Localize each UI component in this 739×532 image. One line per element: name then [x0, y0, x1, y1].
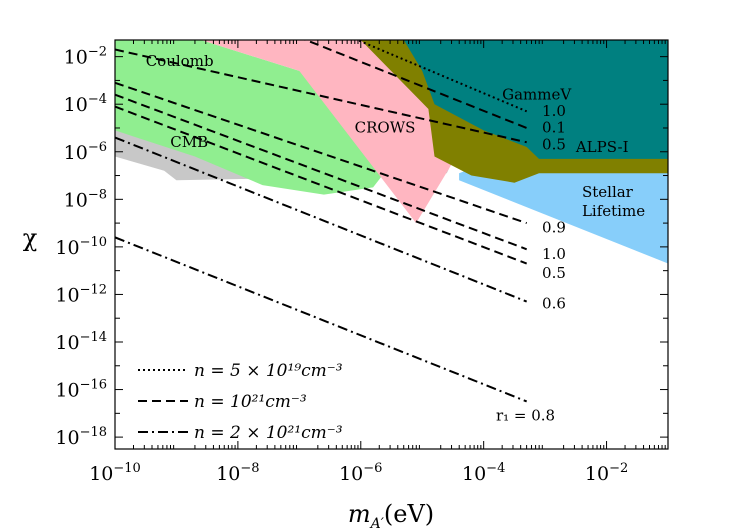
series-label-6: 0.5 [542, 264, 566, 282]
tick-label: 10−4 [462, 461, 505, 485]
legend: n = 5 × 10¹⁹cm⁻³ n = 10²¹cm⁻³ n = 2 × 10²¹… [138, 361, 343, 443]
plot-frame [114, 39, 669, 450]
curve-labels: 1.00.10.50.91.00.50.6r₁ = 0.8 [496, 102, 566, 424]
region-label-coulomb: Coulomb [146, 52, 214, 70]
series-label-8: r₁ = 0.8 [496, 406, 555, 424]
y-axis-label: χ [23, 224, 38, 252]
region-crows [201, 40, 472, 224]
tick-label: 10−14 [55, 330, 107, 354]
series-line-2 [303, 40, 528, 129]
series-line-5 [115, 93, 528, 251]
tick-label: 10−6 [339, 461, 382, 485]
legend-label-dotted: n = 5 × 10¹⁹cm⁻³ [194, 361, 343, 381]
tick-label: 10−18 [55, 425, 107, 449]
axis-ticks: 10−10 10−8 10−6 10−4 10−2 10−2 10−4 10−6 10−8 10−… [55, 40, 668, 485]
tick-label: 10−6 [64, 140, 107, 164]
region-label-stellar-lifetime: Lifetime [582, 202, 645, 220]
tick-label: 10−10 [89, 461, 141, 485]
series-label-1: 1.0 [542, 102, 566, 120]
region-label-alps-i: ALPS-I [575, 138, 629, 156]
tick-label: 10−2 [64, 45, 107, 69]
tick-label: 10−10 [55, 235, 107, 259]
sensitivity-curves [115, 40, 528, 403]
series-line-8 [115, 236, 528, 403]
region-label-crows: CROWS [355, 119, 416, 137]
exclusion-regions [115, 40, 668, 264]
region-label-stellar-lifetime: Stellar [582, 183, 634, 201]
series-label-3: 0.5 [542, 135, 566, 153]
series-label-5: 1.0 [542, 245, 566, 263]
region-label-cmb: CMB [170, 133, 208, 151]
region-gammev [403, 40, 668, 159]
tick-label: 10−16 [55, 378, 107, 402]
tick-label: 10−2 [585, 461, 628, 485]
tick-label: 10−12 [55, 282, 107, 306]
legend-label-dashed: n = 10²¹cm⁻³ [194, 392, 307, 412]
tick-label: 10−8 [216, 461, 259, 485]
series-line-3 [115, 48, 527, 144]
tick-label: 10−4 [64, 92, 107, 116]
series-label-7: 0.6 [542, 295, 566, 313]
region-coulomb [115, 40, 392, 195]
series-line-7 [115, 136, 528, 303]
tick-label: 10−8 [64, 187, 107, 211]
series-label-4: 0.9 [542, 219, 566, 237]
series-line-4 [115, 81, 528, 225]
x-axis-label: mA′(eV) [348, 500, 434, 532]
series-line-6 [115, 105, 528, 265]
series-label-2: 0.1 [542, 119, 566, 137]
legend-label-dashdot: n = 2 × 10²¹cm⁻³ [194, 423, 343, 443]
region-label-gammev: GammeV [502, 85, 572, 103]
